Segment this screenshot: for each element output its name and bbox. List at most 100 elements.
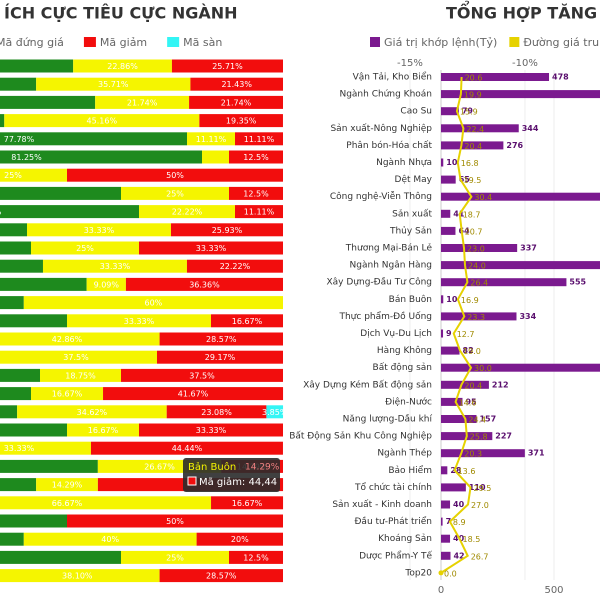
bar [441,415,477,423]
line-label: 24.4 [468,416,486,425]
segment-label: 33.33% [196,244,227,253]
bar-segment [67,514,283,528]
bar-segment [0,405,18,419]
bar-segment [0,514,67,528]
bar-label: 212 [492,380,509,389]
line-label: 19.0 [463,347,481,356]
top-tick-label: -10% [512,58,538,69]
bar-label: 82 [463,346,474,355]
bar-segment [186,259,283,273]
bar-segment [23,296,284,310]
line-label: 16.8 [461,159,479,168]
bar [441,244,518,252]
bar-segment [0,150,202,164]
segment-label: 16.67% [88,426,119,435]
segment-label: 25% [4,171,22,180]
bar-segment [0,259,43,273]
category-label: Dịch Vụ-Du Lịch [360,329,432,339]
bar-label: 337 [520,244,537,253]
segment-label: 29.17% [205,353,236,362]
segment-label: 28.57% [206,335,237,344]
bar-segment [0,441,91,455]
segment-label: 33.33% [84,226,115,235]
x-tick-label: 500 [544,585,563,596]
category-label: Sản xuất-Nông Nghiệp [330,123,432,134]
bar-segment [159,332,283,346]
line-label: 13.6 [458,467,476,476]
category-label: Thực phẩm-Đồ Uống [338,311,432,322]
bar-segment [235,205,283,219]
segment-label: 33.33% [100,262,131,271]
line-label: 20.4 [464,142,482,151]
category-label: Bất Động Sản Khu Công Nghiệp [289,431,432,442]
bar-segment [0,478,37,492]
segment-label: 45.16% [87,117,118,126]
bar-segment [31,387,104,401]
bar-segment [0,368,40,382]
tooltip-title: Bản Buôn [188,461,236,473]
line-label: 16.9 [461,296,479,305]
bar [441,483,466,492]
bar-label: 555 [569,278,586,287]
legend-swatch [370,37,380,47]
bar-segment [0,186,121,200]
segment-label: 38.10% [62,572,93,581]
bar-segment [121,550,229,564]
bar-segment [36,77,191,91]
bar-label: 478 [552,73,569,82]
legend-swatch [167,37,180,47]
category-label: Xây Dựng-Đầu Tư Công [327,277,433,288]
bar [441,534,451,543]
line-label: 23.0 [467,245,485,254]
segment-label: 25% [166,553,184,562]
category-label: Bán Buôn [389,294,432,305]
line-label: 26.7 [471,552,489,561]
category-label: Sản xuất [392,208,432,219]
bar-segment [90,441,283,455]
bar-segment [42,259,187,273]
bar-label: 42 [453,551,464,560]
bar-segment [139,241,283,255]
bar-segment [0,59,74,73]
left-title: ÍCH CỰC TIÊU CỰC NGÀNH [4,4,238,23]
category-label: Ngành Thép [377,448,432,459]
bar-segment [67,423,140,437]
bar-label: 227 [495,432,512,441]
category-label: Điện-Nước [385,396,432,407]
bar-segment [67,168,283,182]
bar-segment [23,532,197,546]
segment-label: 11.11% [244,135,275,144]
bar-label: 10 [446,158,458,167]
category-label: Thương Mại-Bán Lẻ [345,243,433,254]
segment-label: 40% [101,535,119,544]
category-label: Khoáng Sản [378,533,432,544]
line-label: 20.6 [465,74,483,83]
bar-segment [156,350,283,364]
bar-segment [125,277,283,291]
line-label: 18.5 [463,535,481,544]
bar-segment [139,205,236,219]
bar-segment [67,314,211,328]
legend-swatch [83,37,96,47]
line-label: 20.4 [464,381,482,390]
bar-segment [0,496,212,510]
bar-segment [199,114,283,128]
bar-segment [0,277,87,291]
category-label: Phân bón-Hóa chất [346,140,432,151]
bar-segment [266,405,284,419]
line-label: 25.8 [470,433,488,442]
segment-label: 3.85% [262,408,288,417]
segment-label: 33.33% [4,444,35,453]
segment-label: 14.29% [52,481,83,490]
top-tick-label: -15% [397,58,423,69]
bar-segment [0,223,27,237]
segment-label: 12.5% [243,553,269,562]
tooltip: Bản Buôn 14.29% Mã giảm: 44,44 [183,458,280,492]
line-label: 29.5 [474,484,492,493]
bar-segment [0,168,67,182]
category-label: Bất động sản [373,362,432,373]
line-label: 8.9 [453,518,466,527]
segment-label: 18.75% [65,371,96,380]
segment-label: 22.86% [107,62,138,71]
